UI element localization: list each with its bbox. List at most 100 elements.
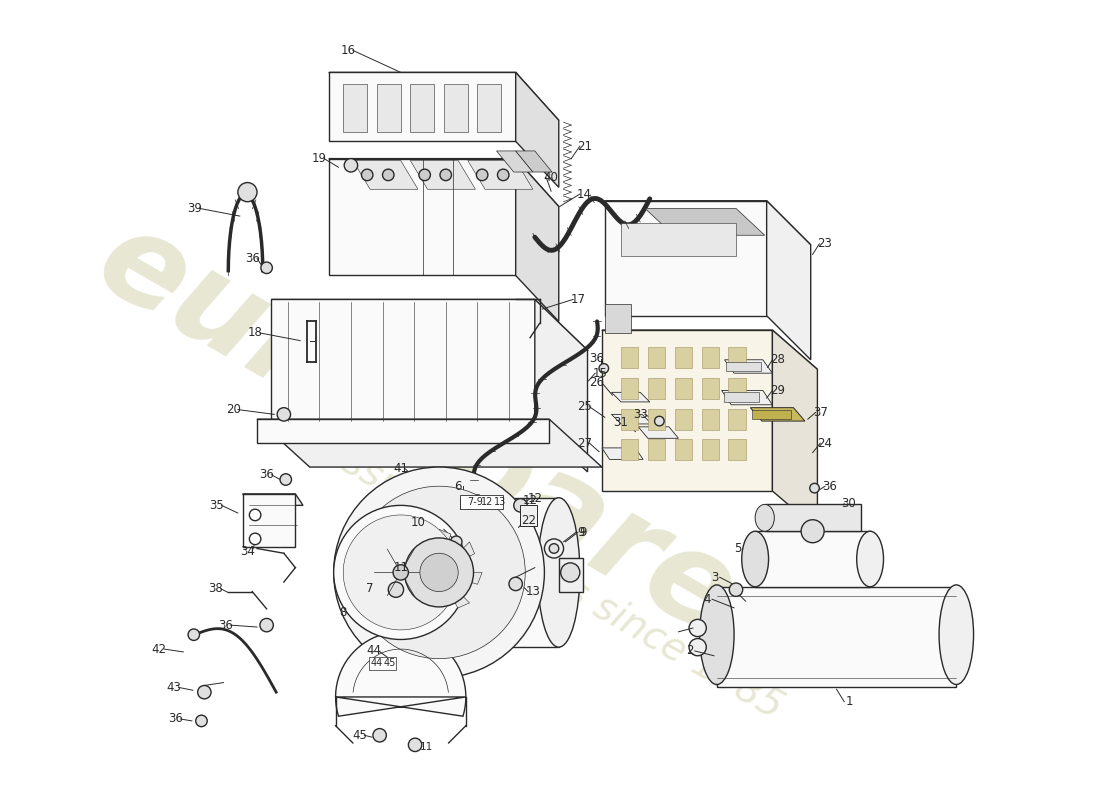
Text: 34: 34 [240, 545, 255, 558]
Bar [702, 409, 718, 430]
Circle shape [250, 510, 261, 521]
Text: 36: 36 [168, 713, 183, 726]
Text: 28: 28 [770, 354, 784, 366]
Bar [702, 378, 718, 399]
Circle shape [600, 363, 608, 373]
Polygon shape [645, 209, 764, 235]
Text: 27: 27 [578, 437, 592, 450]
Bar [725, 392, 759, 402]
Circle shape [388, 582, 404, 598]
Ellipse shape [857, 531, 883, 586]
Bar [674, 347, 692, 368]
Circle shape [544, 539, 563, 558]
Bar [674, 439, 692, 460]
Polygon shape [722, 390, 772, 405]
Polygon shape [396, 561, 422, 573]
Bar [477, 84, 502, 132]
Polygon shape [329, 158, 516, 275]
Text: a passion for parts since 1985: a passion for parts since 1985 [262, 400, 789, 726]
Circle shape [280, 474, 292, 486]
Text: 8: 8 [340, 606, 346, 619]
Text: 9: 9 [579, 526, 586, 538]
Bar [648, 347, 666, 368]
Bar [621, 409, 638, 430]
Polygon shape [257, 419, 602, 467]
Polygon shape [427, 589, 439, 615]
Text: 36: 36 [588, 352, 604, 366]
Text: 11: 11 [393, 561, 408, 574]
Circle shape [689, 638, 706, 656]
Text: 45: 45 [384, 658, 396, 669]
Text: 29: 29 [770, 384, 784, 397]
Polygon shape [329, 72, 559, 120]
Bar [674, 409, 692, 430]
Polygon shape [408, 537, 431, 560]
Polygon shape [612, 414, 651, 424]
Circle shape [393, 565, 408, 580]
Text: 36: 36 [260, 468, 274, 482]
Polygon shape [329, 158, 559, 206]
Polygon shape [750, 408, 805, 421]
Text: 36: 36 [823, 480, 837, 493]
Circle shape [497, 169, 509, 181]
Ellipse shape [343, 515, 459, 630]
Polygon shape [243, 494, 302, 506]
Text: 17: 17 [571, 293, 585, 306]
Text: 13: 13 [526, 585, 540, 598]
Text: 7: 7 [366, 582, 374, 595]
Text: 23: 23 [816, 238, 832, 250]
Bar [702, 347, 718, 368]
Bar [674, 378, 692, 399]
Text: eurospares: eurospares [76, 198, 821, 698]
Text: 12: 12 [522, 494, 538, 507]
Text: 33: 33 [632, 408, 648, 421]
Polygon shape [257, 419, 549, 443]
Ellipse shape [362, 498, 392, 647]
Circle shape [250, 533, 261, 545]
Polygon shape [764, 505, 860, 531]
Text: 5: 5 [734, 542, 741, 555]
Bar [752, 410, 791, 419]
Circle shape [509, 578, 522, 590]
Circle shape [238, 182, 257, 202]
Circle shape [261, 262, 273, 274]
Polygon shape [377, 498, 559, 647]
Bar [243, 494, 295, 546]
Circle shape [810, 483, 820, 493]
Text: 18: 18 [248, 326, 263, 339]
Text: 11: 11 [420, 742, 433, 752]
Ellipse shape [939, 585, 974, 685]
Text: 13: 13 [494, 497, 506, 506]
Text: 37: 37 [813, 406, 827, 419]
Text: 4: 4 [704, 593, 711, 606]
Bar [648, 378, 666, 399]
Bar [648, 409, 666, 430]
Circle shape [419, 169, 430, 181]
Ellipse shape [755, 505, 774, 531]
Text: 36: 36 [218, 618, 233, 632]
Circle shape [549, 544, 559, 554]
Text: 10: 10 [410, 516, 426, 529]
Text: 15: 15 [593, 366, 607, 380]
Ellipse shape [538, 498, 580, 647]
Bar [648, 439, 666, 460]
Polygon shape [447, 585, 470, 608]
Bar [443, 84, 468, 132]
Text: 20: 20 [226, 403, 241, 416]
Bar [519, 506, 537, 526]
Polygon shape [602, 448, 644, 459]
Bar [370, 657, 396, 670]
Bar [621, 347, 638, 368]
Ellipse shape [405, 538, 473, 607]
Text: 38: 38 [209, 582, 223, 595]
Polygon shape [717, 586, 956, 687]
Polygon shape [605, 304, 630, 333]
Text: 12: 12 [527, 492, 542, 505]
Text: 9: 9 [578, 526, 584, 538]
Circle shape [561, 563, 580, 582]
Polygon shape [612, 392, 650, 402]
Polygon shape [353, 161, 418, 190]
Polygon shape [329, 72, 516, 142]
Polygon shape [621, 222, 736, 256]
Text: 16: 16 [341, 44, 355, 57]
